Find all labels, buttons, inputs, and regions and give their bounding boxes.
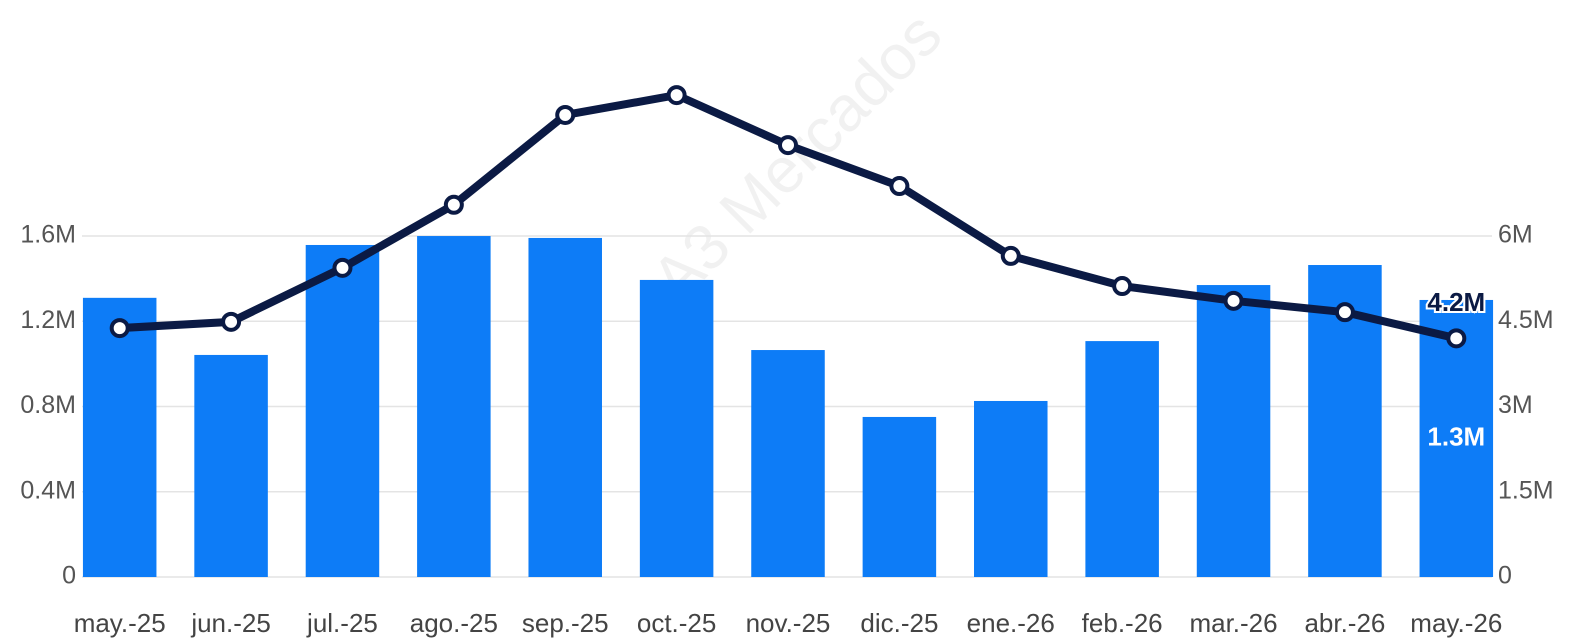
x-tick-label: feb.-26 (1082, 608, 1163, 638)
y2-tick-label: 6M (1498, 221, 1533, 249)
watermark: A3 Mercados (638, 0, 956, 315)
x-tick-label: sep.-25 (522, 608, 609, 638)
x-tick-label: abr.-26 (1304, 608, 1385, 638)
line-marker (1112, 276, 1133, 297)
line-marker (109, 318, 130, 339)
line-marker (1446, 328, 1467, 349)
bar (305, 244, 380, 577)
x-tick-label: mar.-26 (1189, 608, 1277, 638)
y-tick-label: 0.8M (20, 391, 76, 419)
line-marker (889, 176, 910, 197)
bar (528, 237, 602, 578)
y2-tick-label: 0 (1498, 562, 1512, 590)
x-tick-label: ene.-26 (967, 608, 1055, 638)
bar (862, 416, 937, 577)
x-tick-label: jun.-25 (190, 608, 271, 638)
bar (194, 354, 268, 577)
bar (751, 350, 825, 577)
bar (82, 297, 157, 577)
y2-tick-label: 4.5M (1498, 306, 1554, 334)
x-tick-label: may.-25 (74, 608, 166, 638)
y2-tick-label: 1.5M (1498, 476, 1554, 504)
line-marker (666, 85, 687, 106)
line-marker (1223, 290, 1244, 311)
line-marker (1000, 245, 1021, 266)
y-tick-label: 0.4M (20, 476, 76, 504)
x-tick-label: nov.-25 (746, 608, 831, 638)
line-marker (332, 257, 353, 278)
bar (1085, 341, 1159, 577)
bar-value-label: 1.3M (1427, 421, 1485, 451)
x-tick-label: oct.-25 (637, 608, 717, 638)
bar (1196, 285, 1271, 577)
y2-tick-label: 3M (1498, 391, 1533, 419)
bar (639, 279, 714, 577)
line-marker (221, 311, 242, 332)
y-tick-label: 0 (62, 562, 76, 590)
line-marker (1334, 302, 1355, 323)
line-marker (555, 104, 576, 125)
line-marker (443, 194, 464, 215)
y-tick-label: 1.2M (20, 306, 76, 334)
line-value-label: 4.2M (1427, 287, 1485, 317)
x-tick-label: ago.-25 (410, 608, 498, 638)
bar (974, 400, 1048, 577)
x-tick-label: dic.-25 (860, 608, 938, 638)
y-tick-label: 1.6M (20, 221, 76, 249)
line-marker (778, 135, 798, 156)
bar (417, 236, 491, 577)
x-tick-label: may.-26 (1410, 608, 1502, 638)
x-tick-label: jul.-25 (306, 608, 378, 638)
